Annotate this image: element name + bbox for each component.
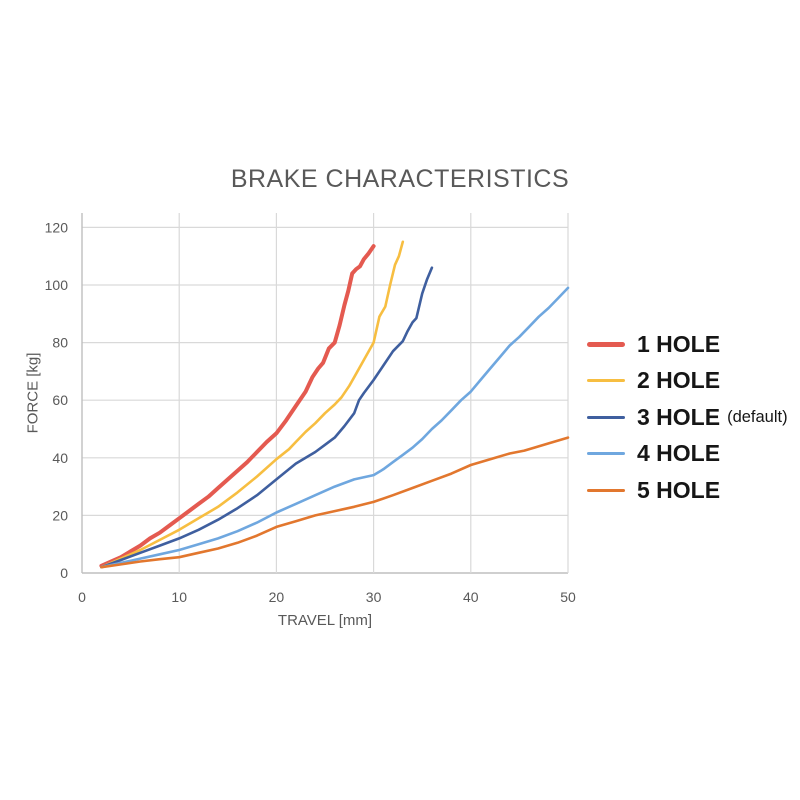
legend-swatch-icon	[587, 415, 625, 419]
legend-label: 1 HOLE	[637, 330, 721, 357]
x-tick-label: 30	[366, 589, 382, 605]
x-tick-label: 0	[78, 589, 86, 605]
series-line-4-hole	[100, 286, 570, 569]
chart-legend: 1 HOLE 2 HOLE 3 HOLE (default) 4 HOLE 5 HOLE	[587, 326, 788, 509]
series-line-2-hole	[100, 240, 405, 569]
legend-swatch-icon	[587, 488, 625, 492]
legend-label: 2 HOLE	[637, 367, 721, 394]
x-tick-label: 20	[269, 589, 285, 605]
legend-item-4-hole: 4 HOLE	[587, 436, 788, 473]
y-tick-label: 100	[45, 277, 69, 293]
legend-item-2-hole: 2 HOLE	[587, 363, 788, 400]
x-axis-label: TRAVEL [mm]	[277, 612, 373, 629]
legend-swatch-icon	[587, 379, 625, 383]
y-tick-label: 0	[60, 565, 68, 581]
y-tick-label: 20	[52, 507, 68, 523]
y-tick-label: 120	[45, 219, 69, 235]
legend-label: 3 HOLE	[637, 403, 721, 430]
legend-swatch-icon	[587, 452, 625, 456]
legend-item-3-hole: 3 HOLE (default)	[587, 399, 788, 436]
x-tick-label: 10	[171, 589, 187, 605]
series-line-3-hole	[100, 266, 434, 569]
y-tick-label: 60	[52, 392, 68, 408]
y-tick-label: 80	[52, 335, 68, 351]
series-line-5-hole	[100, 436, 570, 569]
x-tick-label: 50	[560, 589, 576, 605]
legend-suffix: (default)	[727, 407, 788, 426]
y-tick-label: 40	[52, 450, 68, 466]
series-line-1-hole	[99, 244, 376, 568]
legend-item-1-hole: 1 HOLE	[587, 326, 788, 363]
legend-item-5-hole: 5 HOLE	[587, 472, 788, 509]
chart-title: BRAKE CHARACTERISTICS	[230, 165, 570, 193]
legend-label: 5 HOLE	[637, 476, 721, 503]
legend-swatch-icon	[587, 341, 625, 347]
x-tick-label: 40	[463, 589, 479, 605]
legend-label: 4 HOLE	[637, 440, 721, 467]
